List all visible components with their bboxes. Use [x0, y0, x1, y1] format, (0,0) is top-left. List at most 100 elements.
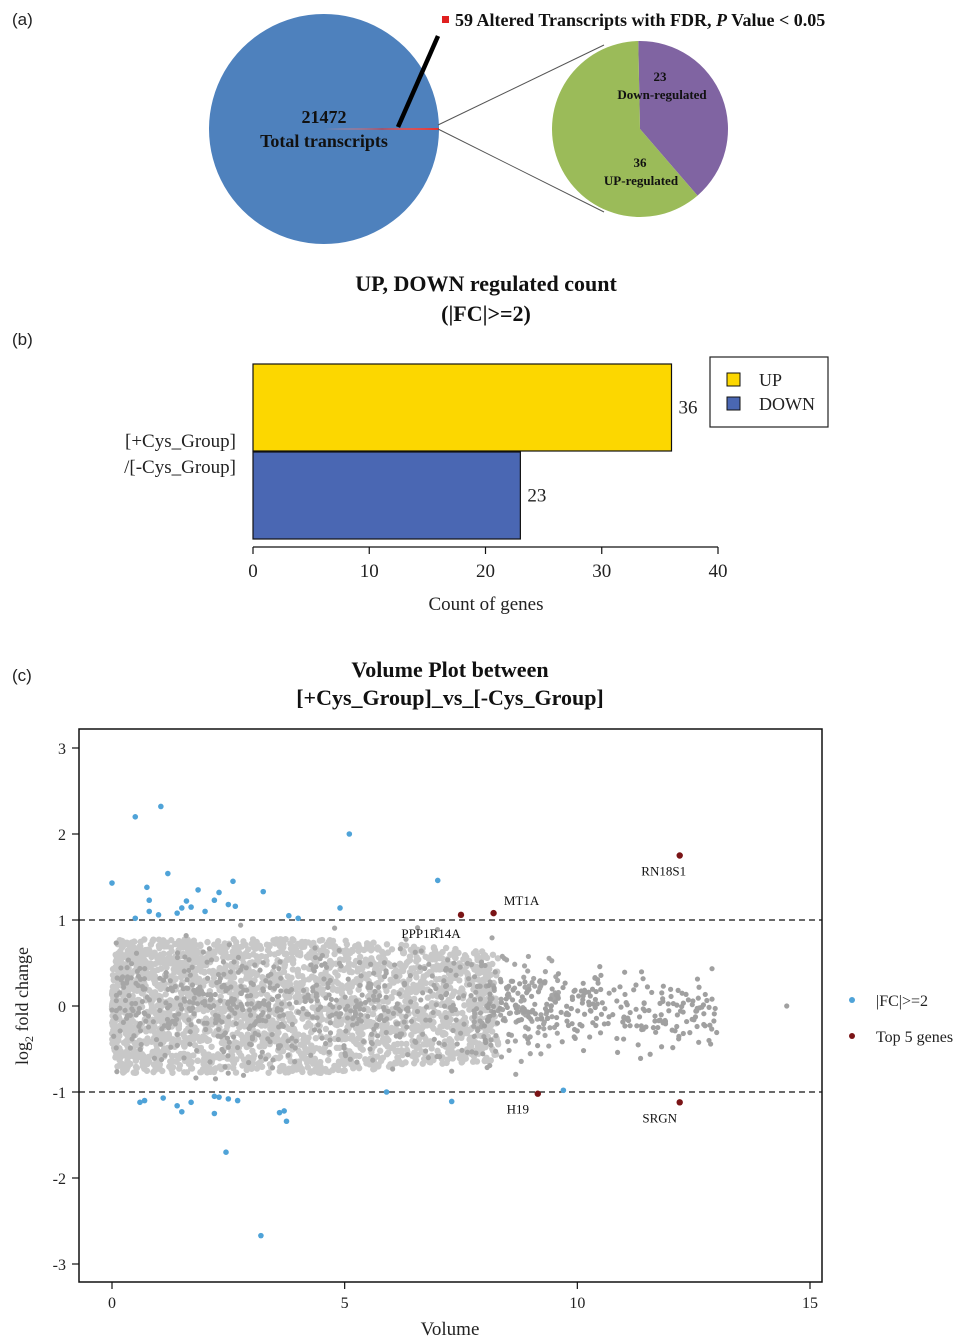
background-point	[486, 1001, 492, 1007]
background-point	[256, 1043, 263, 1050]
background-point	[212, 1020, 219, 1026]
background-point	[509, 997, 516, 1003]
fc-point	[234, 1097, 241, 1104]
background-point	[477, 996, 483, 1002]
background-point	[266, 1006, 273, 1013]
background-point	[240, 938, 247, 945]
background-point	[541, 1026, 547, 1032]
background-point	[358, 1018, 364, 1024]
background-point	[150, 1068, 157, 1076]
background-point	[147, 960, 154, 967]
background-point	[513, 1071, 519, 1077]
background-point	[694, 976, 701, 982]
background-point	[518, 998, 524, 1004]
background-point	[455, 995, 462, 1001]
background-point	[592, 975, 598, 981]
background-point	[388, 1024, 395, 1032]
background-point	[267, 980, 273, 986]
background-point	[668, 986, 674, 992]
background-point	[249, 1036, 256, 1042]
background-point	[175, 968, 182, 975]
background-point	[563, 1011, 569, 1017]
background-point	[117, 990, 123, 996]
background-point	[357, 959, 363, 966]
main-pie-slice-total	[208, 14, 439, 244]
background-point	[712, 1005, 718, 1012]
background-point	[319, 962, 325, 968]
panel-label-b: (b)	[12, 330, 33, 349]
background-point	[375, 1061, 382, 1068]
background-point	[408, 1031, 415, 1039]
background-point	[515, 990, 521, 996]
background-point	[450, 1027, 456, 1034]
background-point	[327, 1020, 333, 1026]
background-point	[215, 1033, 221, 1039]
background-point	[407, 946, 415, 954]
background-point	[331, 1062, 338, 1070]
background-point	[163, 1000, 169, 1006]
background-point	[614, 1035, 620, 1042]
background-point	[451, 960, 457, 966]
background-point	[621, 1014, 627, 1020]
volume-y-axis-label: log2 fold change	[12, 947, 36, 1065]
background-point	[310, 985, 316, 991]
background-point	[158, 1056, 165, 1063]
background-point	[336, 1004, 343, 1011]
background-point	[364, 942, 371, 949]
background-point	[539, 1015, 545, 1021]
background-point	[295, 1031, 302, 1038]
background-point	[372, 988, 378, 995]
top5-label-rn18s1: RN18S1	[641, 864, 686, 879]
background-point	[292, 945, 300, 953]
background-point	[589, 986, 596, 992]
background-point	[249, 968, 257, 976]
background-point	[480, 1051, 486, 1057]
background-point	[683, 991, 689, 998]
background-point	[408, 999, 414, 1005]
background-point	[489, 935, 495, 941]
background-point	[454, 1041, 460, 1047]
background-point	[405, 1052, 411, 1058]
background-point	[396, 960, 403, 968]
background-point	[580, 980, 586, 986]
background-point	[611, 987, 617, 993]
background-point	[300, 1036, 307, 1043]
background-point	[456, 977, 463, 984]
background-point	[544, 1008, 550, 1014]
sub-pie	[552, 41, 729, 217]
background-point	[216, 1017, 222, 1023]
background-point	[593, 1015, 600, 1021]
fc-point	[165, 870, 171, 877]
background-point	[369, 1031, 375, 1037]
background-point	[169, 1069, 176, 1076]
background-point	[384, 1016, 390, 1022]
background-point	[382, 983, 388, 989]
background-point	[548, 1003, 554, 1009]
fc-point	[132, 814, 139, 820]
background-point	[443, 983, 449, 989]
explode-connector-top	[437, 44, 605, 126]
background-point	[462, 1029, 469, 1037]
background-point	[441, 978, 447, 984]
background-point	[449, 1068, 455, 1074]
background-point	[174, 1042, 180, 1048]
background-point	[481, 952, 489, 959]
background-point	[243, 965, 249, 971]
background-point	[362, 961, 369, 969]
background-point	[417, 983, 425, 991]
background-point	[469, 1058, 477, 1065]
background-point	[472, 997, 478, 1003]
background-point	[191, 950, 198, 957]
background-point	[430, 944, 438, 952]
background-point	[284, 1010, 291, 1018]
background-point	[522, 979, 528, 985]
background-point	[510, 987, 516, 993]
background-point	[396, 991, 402, 997]
background-point	[218, 1039, 226, 1047]
background-point	[280, 1023, 286, 1029]
background-point	[370, 993, 377, 999]
fc-point	[346, 831, 353, 837]
background-point	[407, 988, 415, 996]
background-point	[279, 945, 286, 952]
